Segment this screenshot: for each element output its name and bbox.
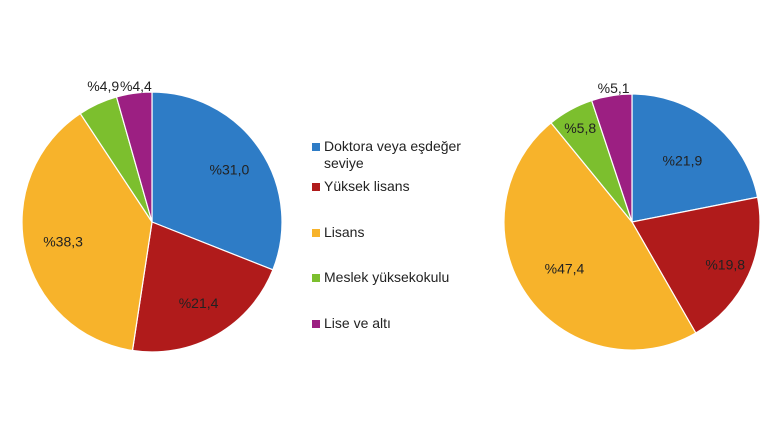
legend-swatch-yuksek-lisans (312, 183, 320, 191)
pie1-label-doktora: %31,0 (210, 161, 250, 177)
pie2-slice-yuksek-lisans (631, 196, 761, 334)
legend-item-lisans: Lisans (312, 224, 482, 241)
legend-item-doktora: Doktora veya eşdeğer seviye (312, 138, 482, 172)
legend-label-doktora: Doktora veya eşdeğer seviye (324, 138, 461, 171)
pie1-label-lise-ve-alti: %4,4 (120, 78, 152, 94)
legend-label-meslek-yuksekokulu: Meslek yüksekokulu (324, 269, 450, 285)
legend-label-lise-ve-alti: Lise ve altı (324, 315, 391, 331)
pie1-label-yuksek-lisans: %21,4 (179, 295, 219, 311)
legend-item-meslek-yuksekokulu: Meslek yüksekokulu (312, 269, 482, 286)
pie1-label-meslek-yuksekokulu: %4,9 (87, 78, 119, 94)
legend-item-yuksek-lisans: Yüksek lisans (312, 178, 482, 195)
pie2-label-meslek-yuksekokulu: %5,8 (564, 120, 596, 136)
legend-item-lise-ve-alti: Lise ve altı (312, 315, 482, 332)
pie2-label-yuksek-lisans: %19,8 (705, 256, 745, 272)
legend-label-lisans: Lisans (324, 224, 365, 240)
pie1-label-lisans: %38,3 (43, 234, 83, 250)
pie1-slice-lisans (21, 112, 153, 352)
legend-swatch-lisans (312, 229, 320, 237)
pie2-slice-doktora (631, 93, 759, 223)
legend-swatch-doktora (312, 143, 320, 151)
legend-label-yuksek-lisans: Yüksek lisans (324, 178, 410, 194)
pie1-slice-lise-ve-alti (115, 91, 153, 223)
legend-swatch-meslek-yuksekokulu (312, 274, 320, 282)
pie1-slice-yuksek-lisans (131, 221, 274, 353)
pie1-slice-doktora (151, 91, 283, 271)
legend: Doktora veya eşdeğer seviye Yüksek lisan… (312, 138, 482, 332)
pie2-label-lise-ve-alti: %5,1 (598, 80, 630, 96)
pie2-slice-lise-ve-alti (590, 93, 633, 223)
legend-swatch-lise-ve-alti (312, 320, 320, 328)
pie2-slice-lisans (503, 122, 697, 351)
pie2-label-doktora: %21,9 (663, 153, 703, 169)
pie2-label-lisans: %47,4 (545, 261, 585, 277)
